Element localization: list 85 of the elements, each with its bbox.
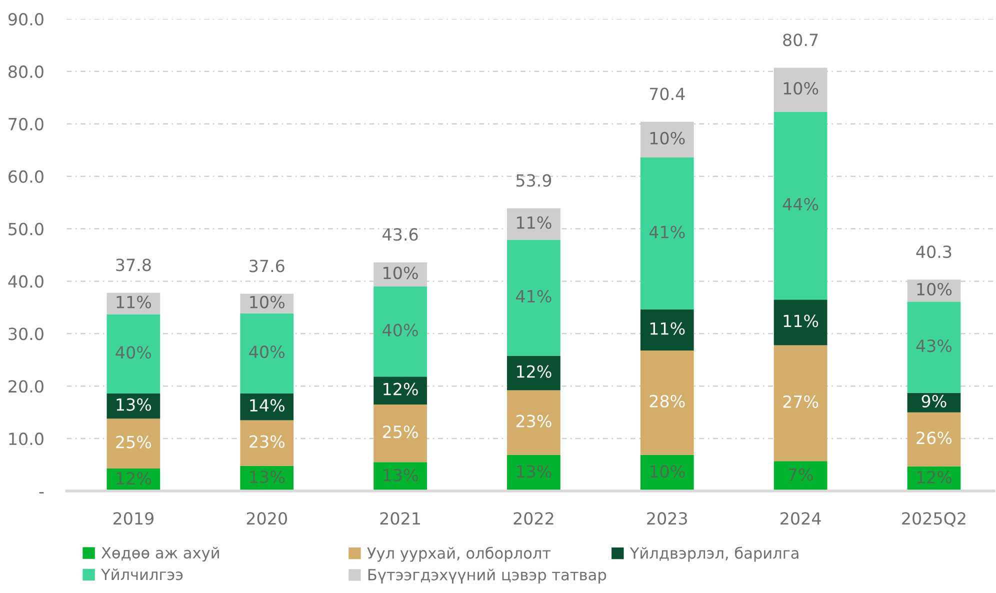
bar bbox=[240, 313, 294, 394]
annotation: 11% bbox=[784, 314, 818, 328]
annotation: 23% bbox=[250, 435, 284, 448]
annotation: 12% bbox=[917, 470, 952, 484]
bar bbox=[240, 420, 294, 466]
annotation: 10% bbox=[650, 465, 685, 478]
annotation: 44% bbox=[782, 198, 818, 211]
y-tick-label: 80.0 bbox=[8, 65, 44, 78]
bar bbox=[907, 302, 961, 393]
total-label: 43.6 bbox=[382, 228, 418, 241]
annotation: 10% bbox=[917, 282, 952, 296]
annotation: 28% bbox=[650, 394, 685, 408]
bar bbox=[774, 112, 828, 300]
annotation: 27% bbox=[783, 395, 818, 408]
y-tick-label: 70.0 bbox=[8, 118, 44, 130]
annotation: 26% bbox=[916, 432, 952, 444]
x-tick-label: 2019 bbox=[113, 512, 154, 525]
bar bbox=[640, 350, 694, 455]
annotation: 40% bbox=[249, 346, 284, 358]
annotation: 40% bbox=[382, 324, 418, 336]
x-tick-label: 2025Q2 bbox=[902, 512, 966, 527]
annotation: 10% bbox=[250, 296, 284, 308]
bar bbox=[106, 314, 160, 394]
bar bbox=[507, 356, 560, 390]
annotation: 7% bbox=[788, 468, 813, 481]
annotation: 25% bbox=[382, 426, 418, 438]
bar bbox=[774, 345, 828, 462]
annotation: 10% bbox=[384, 266, 418, 280]
bar bbox=[106, 418, 160, 468]
annotation: 41% bbox=[516, 290, 552, 303]
annotation: 13% bbox=[116, 398, 152, 411]
annotation: 12% bbox=[116, 472, 152, 485]
bar bbox=[240, 393, 294, 420]
y-tick-label: 30.0 bbox=[8, 328, 44, 340]
bar bbox=[374, 376, 427, 404]
y-tick-label: 10.0 bbox=[9, 432, 44, 446]
annotation: 12% bbox=[517, 365, 552, 378]
x-tick-label: 2023 bbox=[647, 512, 687, 525]
bar bbox=[907, 392, 961, 412]
legend-label: Хөдөө аж ахуй bbox=[101, 546, 219, 562]
x-tick-label: 2020 bbox=[246, 512, 287, 525]
annotation: 13% bbox=[250, 470, 284, 484]
y-tick-label: 90.0 bbox=[8, 12, 44, 26]
annotation: 10% bbox=[650, 132, 685, 144]
y-tick-label: 40.0 bbox=[8, 275, 44, 288]
total-label: 70.4 bbox=[650, 88, 685, 100]
annotation: 13% bbox=[384, 468, 418, 482]
bar bbox=[774, 461, 828, 492]
bar bbox=[774, 300, 828, 346]
legend-label: Үйлчилгээ bbox=[100, 568, 183, 580]
x-tick-label: 2021 bbox=[380, 512, 420, 525]
annotation: 13% bbox=[517, 465, 552, 478]
x-tick-label: 2024 bbox=[780, 512, 821, 525]
annotation: 14% bbox=[250, 399, 284, 412]
annotation: 9% bbox=[922, 394, 946, 408]
legend-label: Бүтээгдэхүүний цэвэр татвар bbox=[368, 568, 606, 584]
y-tick-label: - bbox=[39, 492, 44, 494]
y-tick-label: 20.0 bbox=[8, 380, 44, 393]
annotation: 43% bbox=[916, 340, 952, 352]
bar bbox=[507, 390, 560, 455]
total-label: 53.9 bbox=[516, 174, 552, 187]
total-label: 40.3 bbox=[916, 245, 952, 258]
annotation: 12% bbox=[384, 382, 418, 396]
bar bbox=[507, 240, 560, 356]
annotation: 11% bbox=[517, 216, 552, 229]
annotation: 25% bbox=[116, 436, 152, 448]
legend-label: Үйлдвэрлэл, барилга bbox=[630, 546, 798, 562]
y-tick-label: 50.0 bbox=[8, 222, 44, 236]
bar bbox=[907, 412, 961, 466]
annotation: 11% bbox=[116, 296, 152, 308]
annotation: 41% bbox=[649, 226, 685, 238]
total-label: 80.7 bbox=[783, 34, 818, 46]
legend-label: Уул уурхай, олборлолт bbox=[367, 546, 551, 562]
bar bbox=[640, 310, 694, 350]
annotation: 10% bbox=[784, 82, 818, 95]
bar bbox=[640, 157, 694, 310]
y-tick-label: 60.0 bbox=[8, 170, 44, 183]
annotation: 40% bbox=[116, 346, 152, 359]
x-tick-label: 2022 bbox=[514, 512, 554, 525]
annotation: 23% bbox=[516, 414, 552, 428]
annotation: 11% bbox=[650, 322, 685, 335]
bar bbox=[374, 286, 427, 377]
bar bbox=[374, 404, 427, 462]
total-label: 37.8 bbox=[116, 258, 151, 272]
total-label: 37.6 bbox=[250, 260, 284, 272]
